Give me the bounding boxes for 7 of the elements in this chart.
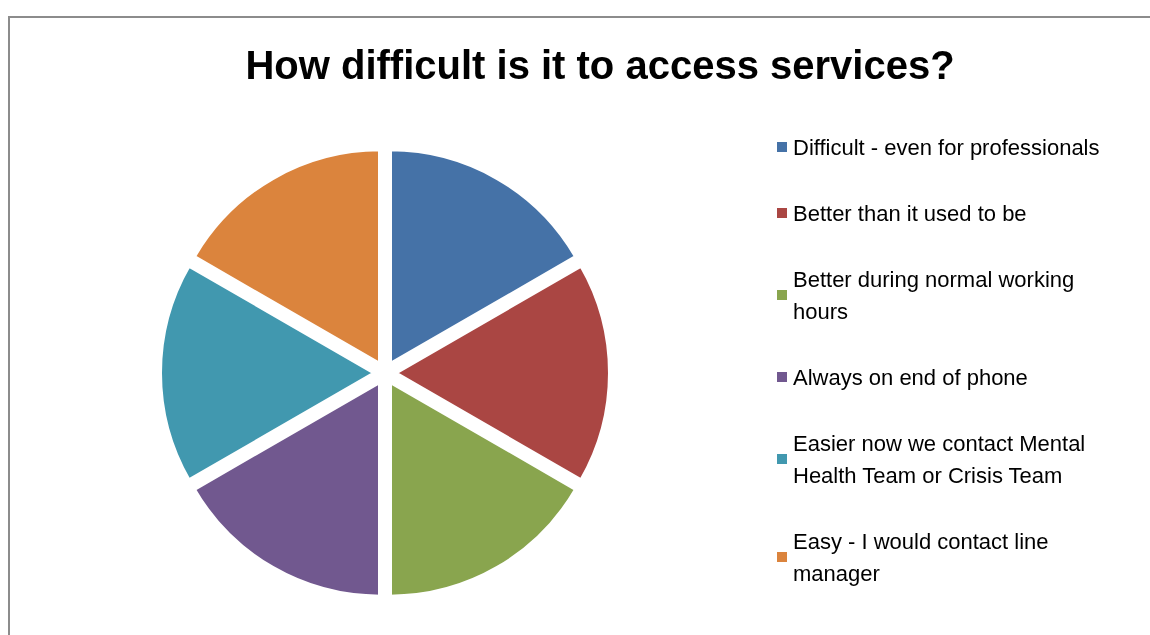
legend-label: Better during normal working hours <box>793 266 1081 324</box>
chart-title: How difficult is it to access services? <box>245 43 955 87</box>
legend-label: Easy - I would contact line manager <box>793 528 1055 586</box>
legend-label: Always on end of phone <box>793 364 1028 390</box>
legend-label: Easier now we contact Mental Health Team or Crisis Team <box>793 430 1092 488</box>
legend-label: Difficult - even for professionals <box>793 134 1100 160</box>
legend-label: Better than it used to be <box>793 200 1027 226</box>
